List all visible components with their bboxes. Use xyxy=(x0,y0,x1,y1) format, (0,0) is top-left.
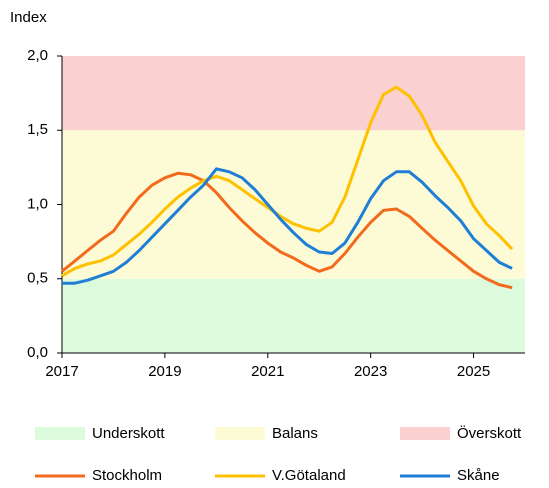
legend-swatch xyxy=(35,427,85,440)
y-tick-label: 0,5 xyxy=(27,270,48,287)
legend-swatch xyxy=(215,427,265,440)
line xyxy=(61,171,513,290)
legend-label: V.Götaland xyxy=(272,467,346,484)
x-tick-label: 2023 xyxy=(354,363,387,380)
line xyxy=(62,167,513,285)
legend-swatch xyxy=(400,427,450,440)
band xyxy=(62,130,525,279)
y-tick-label: 1,5 xyxy=(27,121,48,138)
x-tick-label: 2021 xyxy=(251,363,284,380)
legend-label: Skåne xyxy=(457,467,500,484)
line xyxy=(61,85,514,278)
legend-label: Stockholm xyxy=(92,467,162,484)
x-tick-label: 2019 xyxy=(148,363,181,380)
x-tick-label: 2017 xyxy=(45,363,78,380)
band xyxy=(62,278,525,353)
y-axis-label: Index xyxy=(10,9,47,26)
y-tick-label: 1,0 xyxy=(27,195,48,212)
y-tick-label: 0,0 xyxy=(27,344,48,361)
legend-label: Balans xyxy=(272,425,318,442)
band xyxy=(62,56,525,131)
y-tick-label: 2,0 xyxy=(27,47,48,64)
legend-label: Underskott xyxy=(92,425,165,442)
x-tick-label: 2025 xyxy=(457,363,490,380)
legend-label: Överskott xyxy=(457,424,522,442)
